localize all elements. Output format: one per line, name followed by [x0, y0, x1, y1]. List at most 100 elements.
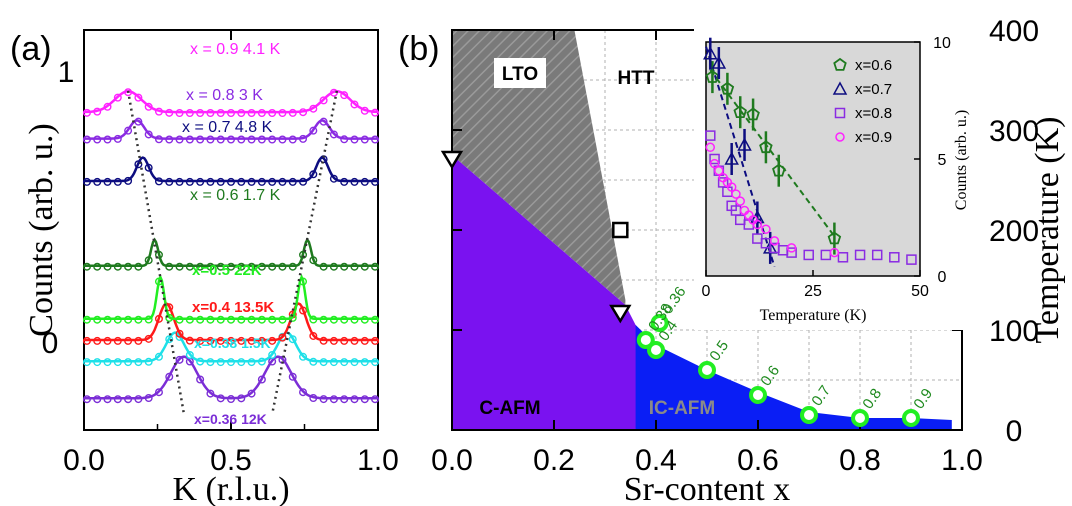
data-point-a — [216, 262, 225, 271]
data-point-a — [329, 336, 338, 345]
data-point-a — [340, 395, 349, 404]
data-point-a — [309, 331, 318, 340]
data-point-a — [103, 395, 112, 404]
curve-label-a: x = 0.6 1.7 K — [190, 187, 281, 204]
data-point-a — [237, 336, 246, 345]
data-point-a — [268, 177, 277, 186]
data-point-a — [226, 336, 235, 345]
data-point-a — [134, 336, 143, 345]
data-point-a — [185, 177, 194, 186]
data-point-a — [82, 395, 91, 404]
data-point-a — [124, 315, 133, 324]
y-tick-label-a-0: 0 — [42, 327, 59, 360]
inset-legend-label: x=0.9 — [855, 129, 892, 146]
data-point-a — [299, 177, 308, 186]
data-point-a — [268, 262, 277, 271]
region-label-ic-afm: IC-AFM — [649, 398, 715, 419]
data-point-a — [360, 106, 369, 115]
y-tick-label-b: 200 — [989, 215, 1039, 248]
data-point-a — [93, 107, 102, 116]
curve-label-a: x=0.36 12K — [194, 411, 267, 427]
data-point-a — [185, 350, 194, 359]
data-point-a — [82, 262, 91, 271]
data-point-a — [257, 357, 266, 366]
inset-legend-label: x=0.8 — [855, 105, 892, 122]
inset-marker-square — [709, 153, 720, 165]
data-point-a — [144, 130, 153, 139]
data-point-a — [144, 256, 153, 265]
data-point-a — [93, 358, 102, 367]
data-point-a — [82, 177, 91, 186]
data-point-a — [226, 315, 235, 324]
inset-marker-square — [906, 254, 917, 265]
data-point-a — [165, 177, 174, 186]
data-point-a — [299, 250, 308, 259]
green-circle-marker — [749, 386, 767, 404]
data-point-a — [360, 315, 369, 324]
data-point-a — [216, 108, 225, 117]
data-point-a — [196, 135, 205, 144]
data-point-a — [237, 108, 246, 117]
triangle-marker — [609, 304, 632, 324]
data-point-a — [175, 135, 184, 144]
data-point-a — [309, 170, 318, 179]
curve-label-a: x=0.5 22K — [192, 262, 262, 279]
data-point-a — [299, 277, 308, 286]
inset-marker-square — [803, 249, 814, 261]
inset-guide-line — [709, 69, 836, 237]
inset-panel: 0 25 50 0 5 10 Temperature (K) Counts (arb. u.)… — [694, 28, 974, 330]
data-point-a — [144, 315, 153, 324]
data-point-a — [237, 177, 246, 186]
data-point-a — [340, 358, 349, 367]
x-axis-label-a: K (r.l.u.) — [172, 471, 289, 506]
data-point-a — [144, 102, 153, 111]
data-point-a — [360, 395, 369, 404]
data-point-a — [350, 262, 359, 271]
x-tick-label-b: 0.6 — [737, 444, 779, 477]
data-point-a — [319, 395, 328, 404]
y-tick-label-a-1: 1 — [58, 56, 75, 89]
data-point-a — [175, 177, 184, 186]
data-point-a — [103, 358, 112, 367]
data-point-a — [247, 177, 256, 186]
inset-marker-triangle — [750, 209, 765, 224]
data-point-a — [103, 135, 112, 144]
data-point-a — [288, 372, 297, 381]
lto-label-bg — [494, 58, 546, 88]
inset-marker-triangle — [724, 151, 739, 165]
green-circle-marker — [698, 361, 716, 379]
inset-marker-pentagon — [772, 163, 786, 177]
data-point-a — [329, 395, 338, 404]
data-point-a — [309, 315, 318, 324]
data-point-a — [175, 355, 184, 364]
data-point-a — [134, 395, 143, 404]
data-point-a — [165, 335, 174, 344]
inset-marker-triangle — [737, 137, 752, 151]
data-point-a — [329, 174, 338, 183]
data-point-a — [319, 96, 328, 105]
region-label-lto: LTO — [502, 64, 538, 85]
data-point-a — [124, 176, 133, 185]
data-point-a — [350, 395, 359, 404]
data-point-a — [371, 262, 380, 271]
data-point-a — [206, 336, 215, 345]
inset-marker-circle — [735, 196, 745, 206]
inset-marker-pentagon — [746, 107, 760, 121]
curve-label-a: x = 0.8 3 K — [186, 87, 263, 104]
data-point-a — [237, 394, 246, 403]
green-circle-marker — [650, 314, 669, 332]
y-axis-label-a: Counts (arb. u.) — [23, 123, 60, 336]
inset-marker-circle — [731, 189, 741, 199]
data-point-a — [113, 262, 122, 271]
data-point-a — [103, 315, 112, 324]
inset-marker-circle — [769, 236, 780, 246]
data-point-a — [124, 126, 133, 135]
plot-frame-a — [83, 29, 379, 431]
x-axis-label-b: Sr-content x — [624, 471, 790, 506]
data-point-a — [278, 135, 287, 144]
data-point-a — [206, 262, 215, 271]
data-point-a — [124, 395, 133, 404]
data-point-a — [216, 358, 225, 367]
data-point-a — [309, 394, 318, 403]
data-point-a — [175, 329, 184, 338]
